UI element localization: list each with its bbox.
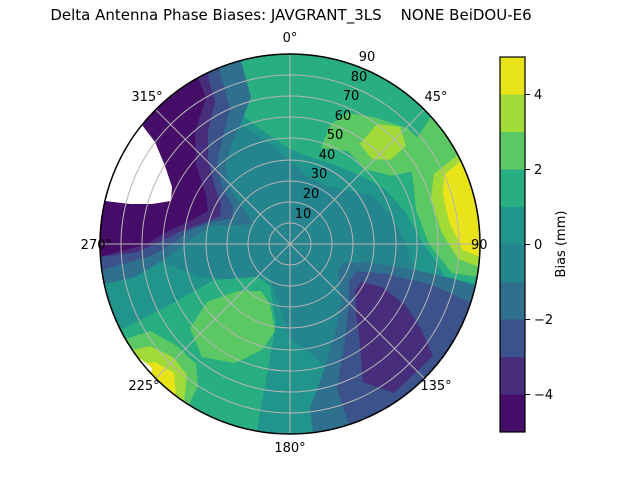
colorbar-axis-label: Bias (mm) <box>554 211 569 278</box>
colorbar-segment <box>500 207 525 245</box>
colorbar-segment <box>500 394 525 432</box>
colorbar-segment <box>500 319 525 357</box>
theta-label-180: 180° <box>274 441 305 456</box>
grid-spoke <box>155 243 291 379</box>
theta-tick-labels: 0° 45° 90 135° 180° 225° 270° 315° <box>81 31 488 456</box>
colorbar-segment <box>500 244 525 282</box>
colorbar-segment <box>500 94 525 132</box>
theta-label-315: 315° <box>131 90 162 105</box>
colorbar-tick-label: 0 <box>534 238 542 253</box>
plot-title: Delta Antenna Phase Biases: JAVGRANT_3LS… <box>50 6 532 24</box>
colorbar-tick-label: 4 <box>534 88 542 103</box>
contour-band-4to5-rightrim <box>443 161 481 257</box>
contour-band-1to2-top <box>210 54 481 284</box>
colorbar-segment <box>500 57 525 95</box>
theta-label-45: 45° <box>424 90 447 105</box>
colorbar-tick-labels: 4 2 0 −2 −4 <box>534 88 553 403</box>
grid-spoke <box>289 243 425 379</box>
radial-label-40: 40 <box>319 148 336 163</box>
radial-label-10: 10 <box>295 207 312 222</box>
theta-label-90: 90 <box>471 238 488 253</box>
theta-label-0: 0° <box>283 31 298 46</box>
colorbar-tick-label: −2 <box>534 313 553 328</box>
no-data-wedge <box>105 125 172 204</box>
theta-label-225: 225° <box>128 379 159 394</box>
colorbar-segment <box>500 132 525 170</box>
colorbar: 4 2 0 −2 −4 Bias (mm) <box>499 56 569 433</box>
radial-label-50: 50 <box>327 128 344 143</box>
grid-spoke <box>155 109 291 245</box>
radial-label-20: 20 <box>303 187 320 202</box>
grid-spoke <box>289 109 425 245</box>
radial-label-60: 60 <box>335 109 352 124</box>
polar-spine <box>99 53 481 435</box>
theta-label-270: 270° <box>81 238 112 253</box>
colorbar-segment <box>500 357 525 395</box>
polar-grid <box>100 54 480 434</box>
contour-band-3to4-topright <box>360 124 406 160</box>
radial-label-70: 70 <box>343 89 360 104</box>
radial-label-30: 30 <box>311 167 328 182</box>
theta-label-135: 135° <box>420 379 451 394</box>
contour-band-2to3-bottomleft-blob <box>190 291 275 363</box>
colorbar-ticks <box>525 94 530 395</box>
radial-label-90: 90 <box>359 50 376 65</box>
radial-label-80: 80 <box>351 70 368 85</box>
colorbar-segment <box>500 282 525 320</box>
colorbar-tick-label: 2 <box>534 163 542 178</box>
colorbar-segment <box>500 169 525 207</box>
colorbar-tick-label: −4 <box>534 388 553 403</box>
radial-tick-labels: 10 20 30 40 50 60 70 80 90 <box>295 50 376 222</box>
